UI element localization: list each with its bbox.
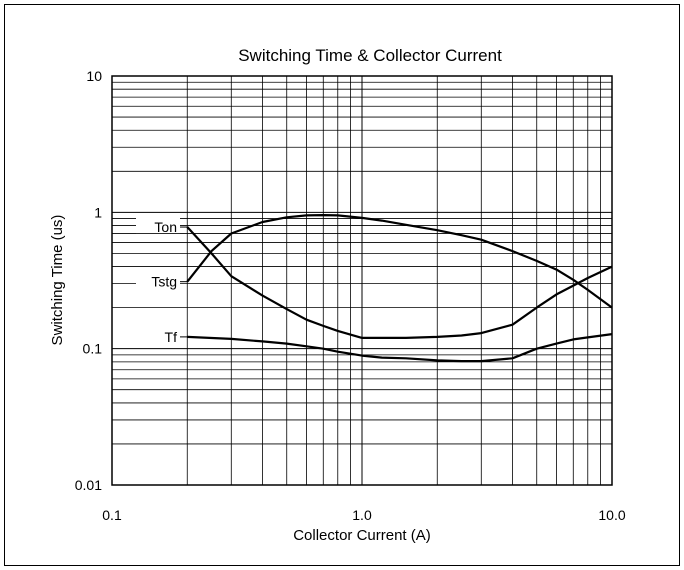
x-tick-label: 0.1: [102, 507, 122, 523]
plot-area: [111, 75, 613, 486]
y-axis-label: Switching Time (us): [49, 215, 66, 346]
series-line-tstg: [186, 214, 613, 309]
x-axis-label: Collector Current (A): [293, 527, 431, 544]
series-labels: Ton Tstg Tf: [136, 215, 188, 345]
y-tick-label: 0.1: [83, 341, 103, 357]
x-tick-label: 10.0: [598, 507, 625, 523]
label-ton: Ton: [154, 219, 177, 235]
label-tf: Tf: [165, 329, 178, 345]
label-bg-ton: [136, 215, 180, 234]
series-line-tf: [187, 333, 613, 363]
x-tick-label: 1.0: [352, 507, 372, 523]
y-tick-label: 1: [94, 204, 102, 220]
y-tick-label: 10: [86, 68, 102, 84]
series-line-ton: [186, 226, 613, 339]
y-tick-label: 0.01: [75, 477, 102, 493]
chart-frame: [4, 4, 680, 566]
label-bg-tf: [136, 324, 180, 343]
chart-title: Switching Time & Collector Current: [238, 46, 502, 65]
label-tstg: Tstg: [151, 274, 177, 290]
series-lines: [186, 214, 613, 363]
label-bg-tstg: [136, 269, 180, 288]
